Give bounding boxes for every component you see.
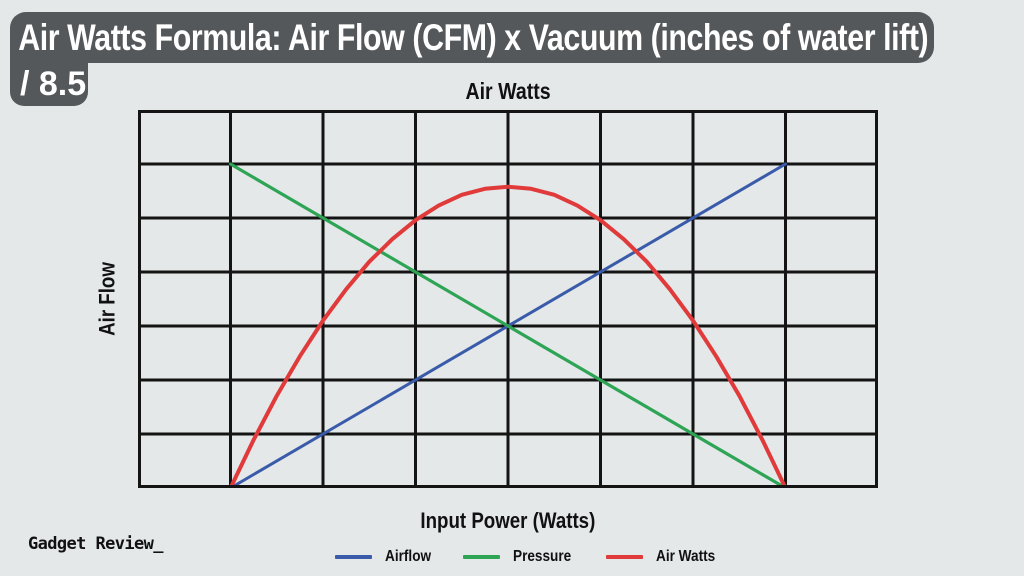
series-pressure	[228, 162, 788, 488]
plot-frame	[138, 110, 878, 488]
legend-item-airflow: Airflow	[334, 548, 439, 566]
legend-item-pressure: Pressure	[463, 548, 582, 566]
x-axis-label: Input Power (Watts)	[420, 508, 596, 533]
legend-swatch-airflow	[334, 555, 372, 559]
title-banner-line2: / 8.5	[10, 63, 88, 106]
title-banner-text-2: / 8.5	[20, 65, 87, 103]
legend-label-airflow: Airflow	[384, 548, 431, 565]
brand-watermark: Gadget Review_	[28, 534, 163, 554]
title-banner-line1: Air Watts Formula: Air Flow (CFM) x Vacu…	[10, 12, 934, 63]
legend-label-pressure: Pressure	[513, 548, 572, 565]
chart-title: Air Watts	[465, 77, 551, 104]
series-air-watts	[228, 184, 788, 488]
legend-item-air-watts: Air Watts	[605, 548, 726, 566]
legend-swatch-pressure	[463, 555, 501, 559]
legend: Airflow Pressure Air Watts	[160, 546, 900, 568]
legend-label-air-watts: Air Watts	[655, 548, 715, 565]
plot-area	[138, 110, 878, 488]
title-banner-text: Air Watts Formula: Air Flow (CFM) x Vacu…	[18, 16, 929, 58]
legend-swatch-air-watts	[605, 555, 643, 559]
